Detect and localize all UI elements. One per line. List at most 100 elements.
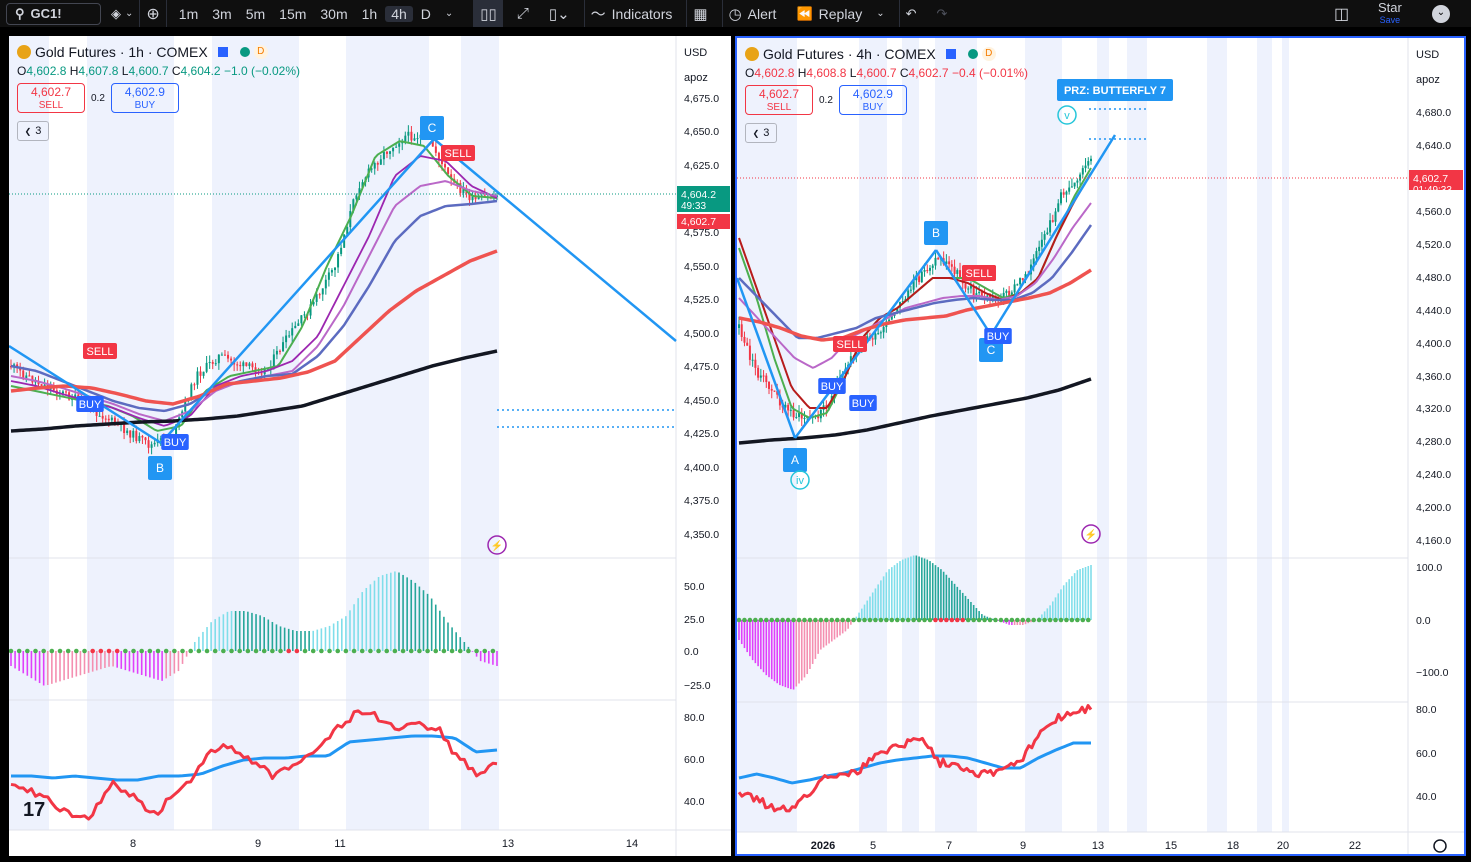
candle-body (746, 342, 749, 346)
line-chart-button[interactable]: ⤢ (511, 0, 535, 27)
lightning-icon-glyph: ⚡ (1085, 528, 1097, 541)
indicators-button[interactable]: 〜 Indicators (583, 0, 679, 27)
candle-body (477, 197, 480, 200)
interval-4h[interactable]: 4h (385, 5, 413, 22)
candle-body (373, 162, 376, 169)
undo-button[interactable]: ↶ (898, 0, 923, 27)
candle-body (447, 167, 450, 175)
squeeze-dot (106, 648, 112, 654)
squeeze-dot (911, 617, 916, 623)
interval-3m[interactable]: 3m (212, 5, 232, 22)
candle-body (1046, 232, 1049, 235)
squeeze-dot (954, 617, 960, 623)
layout-toggle-button[interactable]: ◫ (1328, 0, 1355, 27)
symbol-label: GC1! (30, 6, 62, 21)
oscillator-tick-label: 100.0 (1416, 562, 1442, 574)
sell-button[interactable]: 4,602.7 SELL (745, 85, 813, 115)
symbol-search[interactable]: ⚲ GC1! (6, 2, 101, 25)
chart-canvas-1h[interactable]: B C SELL BUY BUY SELL ⚡ USD apoz 4,675.0 4,650.0 4,… (9, 36, 731, 856)
save-dropdown[interactable]: ⌄ (1426, 0, 1456, 27)
squeeze-dot (147, 648, 153, 654)
chevron-down-icon[interactable]: ⌄ (444, 8, 454, 19)
indicators-label: Indicators (611, 5, 673, 22)
candle-body (404, 135, 407, 142)
candle-body (101, 415, 104, 419)
price-tick-label: 4,500.0 (684, 328, 719, 340)
buy-signal-tag: BUY (852, 398, 875, 410)
candle-body (972, 285, 975, 296)
interval-1m[interactable]: 1m (178, 5, 199, 22)
candle-body (1035, 251, 1038, 259)
squeeze-dot (1020, 617, 1026, 623)
indicator-toggle[interactable]: ❮ 3 (745, 123, 777, 143)
candle-body (337, 254, 340, 268)
candle-body (978, 291, 981, 294)
candle-body (291, 328, 294, 336)
replay-button[interactable]: ⏪ Replay ⌄ (790, 0, 890, 27)
buy-signal-tag-bg (849, 395, 877, 411)
rsi-line (10, 709, 498, 821)
price-tick-label: 4,360.0 (1416, 371, 1451, 383)
squeeze-dot (742, 617, 747, 623)
time-tick-label: 8 (130, 838, 136, 850)
chart-title[interactable]: Gold Futures · 4h · COMEX (763, 46, 936, 62)
indicator-toggle[interactable]: ❮ 3 (17, 121, 49, 141)
interval-5m[interactable]: 5m (245, 5, 266, 22)
candle-body (907, 290, 910, 300)
candle-body (190, 384, 193, 401)
chart-title[interactable]: Gold Futures · 1h · COMEX (35, 44, 208, 60)
squeeze-dot (490, 648, 496, 654)
alert-button[interactable]: ◷ Alert (721, 0, 783, 27)
squeeze-dot (253, 648, 259, 654)
candle-body (214, 363, 217, 365)
bar-chart-button[interactable]: ▯⌄ (543, 0, 576, 27)
interval-15m[interactable]: 15m (279, 5, 307, 22)
candle-body (444, 164, 447, 168)
candle-body (901, 301, 904, 303)
candle-body (303, 314, 306, 316)
chart-canvas-4h[interactable]: ABCSELLBUYBUYSELLBUYSELL⚡USDapoz4,680.04… (737, 38, 1464, 854)
chart-pane-1h[interactable]: B C SELL BUY BUY SELL ⚡ USD apoz 4,675.0 4,650.0 4,… (9, 36, 731, 856)
session-shade (9, 36, 49, 830)
harmonic-pattern-leg (989, 134, 1117, 336)
redo-button[interactable]: ↷ (931, 0, 954, 27)
star-save[interactable]: Star Save (1372, 0, 1408, 27)
candle-body (407, 131, 410, 136)
delayed-icon: D (253, 45, 268, 59)
candle-body (236, 364, 239, 366)
buy-button[interactable]: 4,602.9 BUY (838, 85, 907, 115)
squeeze-dot (1064, 617, 1069, 623)
interval-1h[interactable]: 1h (361, 5, 378, 22)
interval-d[interactable]: D (420, 5, 431, 22)
candle-body (330, 270, 333, 273)
candle-body (751, 359, 754, 361)
alarm-icon: ◷ (728, 5, 742, 23)
squeeze-dot (16, 648, 22, 654)
candle-body (964, 283, 967, 289)
buy-button[interactable]: 4,602.9 BUY (110, 83, 179, 113)
candle-body (123, 423, 126, 434)
buy-signal-tag: BUY (164, 437, 187, 449)
session-shade (1282, 38, 1289, 832)
chart-type-button[interactable]: ▯▯ (473, 0, 503, 27)
squeeze-dot (818, 617, 824, 623)
candle-body (324, 279, 327, 289)
session-shade (1127, 38, 1147, 832)
candle-body (754, 359, 757, 368)
layouts-button[interactable]: ▦ (686, 0, 713, 27)
candle-body (980, 291, 983, 297)
candle-body (138, 436, 141, 442)
last-price-label: 4,604.2 (681, 189, 716, 201)
add-symbol-button[interactable]: ⊕ (139, 0, 165, 27)
squeeze-dot (188, 648, 193, 654)
alert-label: Alert (747, 5, 777, 22)
harmonic-pattern-leg (9, 344, 162, 445)
candle-body (945, 261, 948, 265)
chart-pane-4h[interactable]: ABCSELLBUYBUYSELLBUYSELL⚡USDapoz4,680.04… (735, 36, 1466, 856)
sell-button[interactable]: 4,602.7 SELL (17, 83, 85, 113)
interval-30m[interactable]: 30m (320, 5, 348, 22)
rsi-tick-label: 80.0 (684, 712, 705, 724)
candle-body (312, 301, 315, 305)
compare-button[interactable]: ◈ ⌄ (105, 0, 139, 27)
candle-body (392, 147, 395, 152)
